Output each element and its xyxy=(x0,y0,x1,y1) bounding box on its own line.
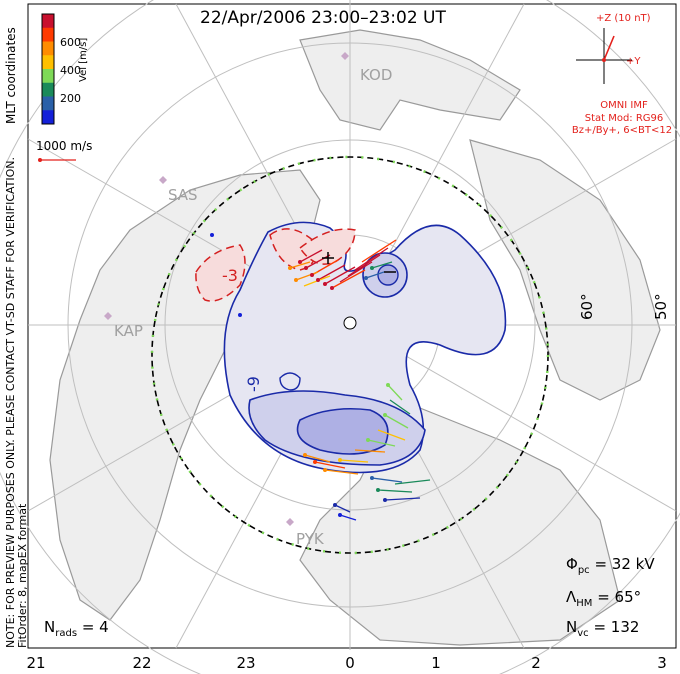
colorbar-tick: 200 xyxy=(60,92,81,105)
latitude-label-50: 50° xyxy=(652,293,670,320)
mlt-tick: 3 xyxy=(657,654,667,672)
colorbar-segment xyxy=(42,27,54,42)
mlt-tick: 0 xyxy=(345,654,355,672)
mlt-tick: 23 xyxy=(236,654,256,672)
small-contour xyxy=(279,372,301,391)
cross-polar-potential: Φpc = 32 kV xyxy=(566,555,655,576)
colorbar-segment xyxy=(42,110,54,125)
colorbar-segment xyxy=(42,82,54,97)
latitude-label-60: 60° xyxy=(578,293,596,320)
vector-origins-dawn xyxy=(303,383,390,517)
dusk-small-cell-inner xyxy=(377,264,399,286)
imf-y-label: +Y xyxy=(626,56,641,67)
imf-vector-origin xyxy=(602,58,606,62)
velocity-colorbar xyxy=(41,13,55,125)
fit-order: FitOrder: 8, mapEX format xyxy=(16,503,29,648)
colorbar-segment xyxy=(42,69,54,84)
colorbar-tick: 400 xyxy=(60,64,81,77)
contour-label-negative: -9 xyxy=(244,376,263,392)
magnetic-pole-marker xyxy=(343,316,357,330)
station-kod: KOD xyxy=(360,66,393,84)
colorbar-segment xyxy=(42,55,54,70)
mlt-tick: 21 xyxy=(26,654,46,672)
vectors-dusk xyxy=(289,239,397,289)
vectors-dawn xyxy=(304,384,431,521)
reference-vector-label: 1000 m/s xyxy=(36,139,93,153)
hm-boundary-latitude: ΛHM = 65° xyxy=(566,588,642,609)
colorbar-segment xyxy=(42,14,54,29)
mlt-tick: 1 xyxy=(431,654,441,672)
colorbar-label: Vel [m/s] xyxy=(78,37,89,82)
colorbar-tick: 600 xyxy=(60,36,81,49)
vector-origins-dusk xyxy=(210,233,374,317)
hm-boundary-dots xyxy=(150,155,550,555)
colorbar-segment xyxy=(42,96,54,111)
imf-vector xyxy=(603,35,615,61)
stat-model: Stat Mod: RG96 xyxy=(584,113,664,124)
negative-cell-inner xyxy=(296,407,389,455)
coordinate-system-label: MLT coordinates xyxy=(4,27,18,124)
positive-cell-a xyxy=(195,244,246,302)
station-sas: SAS xyxy=(168,186,198,204)
imf-clock xyxy=(576,28,632,84)
radar-count: Nrads = 4 xyxy=(44,618,109,639)
colorbar-border xyxy=(41,13,55,125)
station-pyk: PYK xyxy=(296,530,324,548)
station-markers xyxy=(104,52,349,526)
mlt-tick: 22 xyxy=(132,654,152,672)
station-kap: KAP xyxy=(114,322,143,340)
mlt-tick: 2 xyxy=(531,654,541,672)
potential-extrema xyxy=(322,252,396,273)
imf-z-label: +Z (10 nT) xyxy=(596,13,651,24)
contour-label-positive: -3 xyxy=(222,266,238,285)
imf-condition: Bz+/By+, 6<BT<12 xyxy=(571,125,673,136)
reference-vector-origin xyxy=(38,158,42,162)
plot-title: 22/Apr/2006 23:00–23:02 UT xyxy=(200,8,446,28)
imf-source: OMNI IMF xyxy=(600,100,648,111)
colorbar-segment xyxy=(42,41,54,56)
plot-frame xyxy=(27,3,677,649)
vector-count: Nvc = 132 xyxy=(566,618,640,639)
